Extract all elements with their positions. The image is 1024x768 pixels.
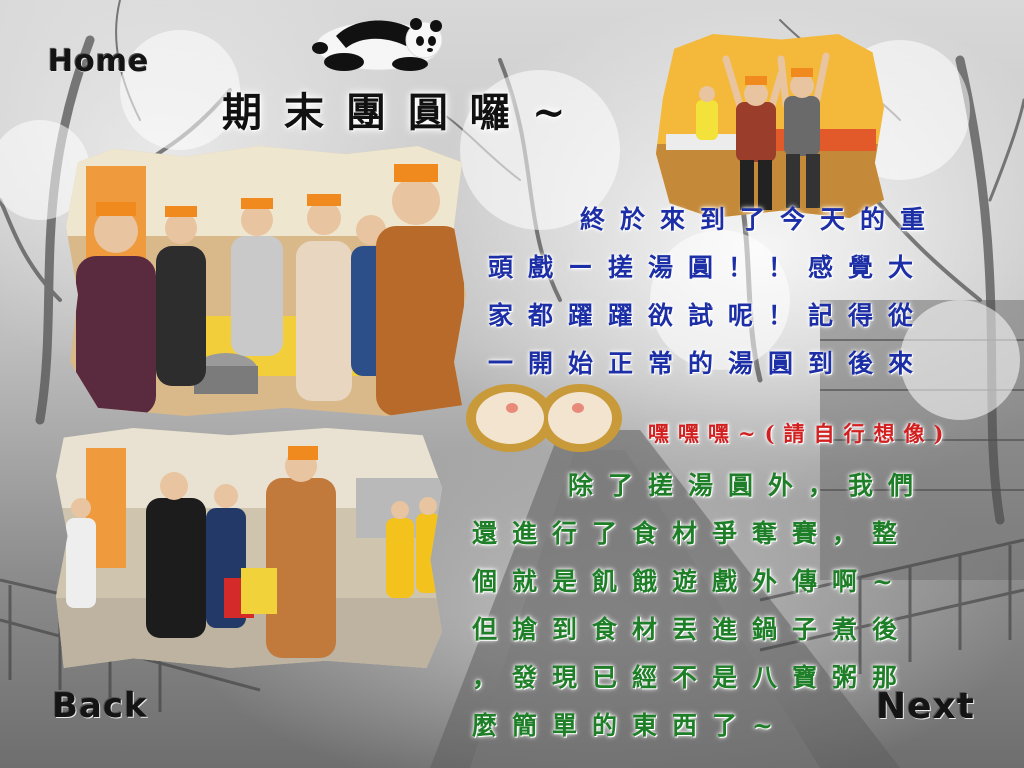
paragraph2-line: 還進行了食材爭奪賽，整 bbox=[472, 519, 913, 548]
next-link[interactable]: Next bbox=[876, 686, 975, 727]
paragraph2-line: 除了搓湯圓外，我們 bbox=[568, 471, 929, 500]
page-title: 期末團圓囉~ bbox=[222, 89, 588, 136]
back-link[interactable]: Back bbox=[52, 686, 148, 726]
sleeping-panda-icon bbox=[312, 18, 443, 71]
tangyuan-dumplings-image bbox=[466, 384, 622, 452]
home-link[interactable]: Home bbox=[48, 44, 150, 79]
paragraph2-line: 個就是飢餓遊戲外傳啊~ bbox=[472, 567, 908, 596]
paragraph1-line: 一開始正常的湯圓到後來 bbox=[488, 349, 929, 378]
aside-note: 嘿嘿嘿~(請自行想像) bbox=[648, 421, 953, 446]
photo-making-tangyuan bbox=[66, 146, 466, 416]
paragraph1-line: 家都躍躍欲試呢！記得從 bbox=[488, 301, 929, 330]
photo-dancing bbox=[656, 34, 884, 218]
paragraph2-line: ，發現已經不是八寶粥那 bbox=[472, 663, 913, 692]
paragraph1-line: 頭戲ー搓湯圓！！感覺大 bbox=[488, 253, 929, 282]
paragraph2-line: 麼簡單的東西了~ bbox=[472, 711, 788, 740]
paragraph2-line: 但搶到食材丟進鍋子煮後 bbox=[472, 615, 913, 644]
paragraph1-line: 終於來到了今天的重 bbox=[580, 205, 941, 234]
photo-ingredient-contest bbox=[56, 428, 442, 668]
